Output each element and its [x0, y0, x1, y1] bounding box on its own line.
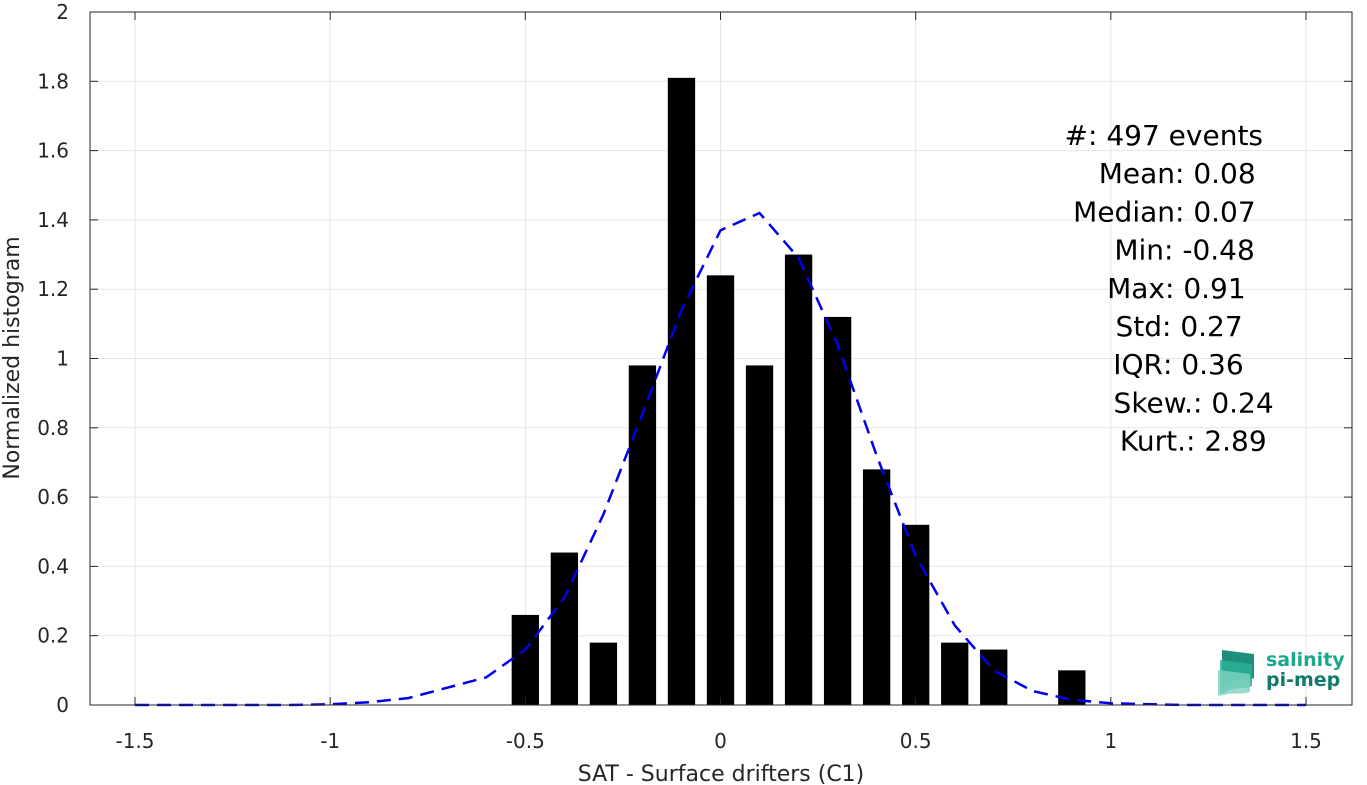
histogram-bar	[902, 524, 930, 705]
stat-label: Kurt.	[1120, 425, 1186, 458]
stat-label: IQR	[1113, 348, 1163, 381]
y-tick-label: 0.6	[37, 485, 69, 509]
salinity-pi-mep-logo: salinity pi-mep	[1218, 649, 1345, 696]
x-tick-label: 1	[1104, 729, 1117, 753]
histogram-bar	[1058, 670, 1086, 705]
stat-value: : 0.08	[1175, 157, 1256, 190]
x-tick-label: 0	[714, 729, 727, 753]
x-axis-title: SAT - Surface drifters (C1)	[578, 762, 865, 785]
histogram-bar	[745, 365, 774, 705]
stat-value: : 0.27	[1162, 310, 1243, 343]
x-tick-label: 1.5	[1290, 729, 1322, 753]
x-axis-ticks: -1.5 -1 -0.5 0 0.5 1 1.5	[115, 12, 1322, 753]
y-tick-label: 1.6	[37, 139, 69, 163]
stat-value: : 0.07	[1175, 195, 1256, 228]
stat-value: : 0.36	[1163, 348, 1244, 381]
y-tick-label: 0.2	[37, 624, 69, 648]
stat-value: : 2.89	[1186, 425, 1267, 458]
stat-label: Mean	[1099, 157, 1175, 190]
histogram-bar	[706, 275, 735, 705]
stat-value: : -0.48	[1164, 234, 1255, 267]
histogram-bar	[941, 642, 969, 705]
x-tick-label: 0.5	[900, 729, 932, 753]
y-axis-ticks: 0 0.2 0.4 0.6 0.8 1 1.2 1.4 1.6 1.8 2	[37, 0, 1352, 717]
y-tick-label: 1.8	[37, 69, 69, 93]
histogram-bar	[628, 365, 657, 705]
y-tick-label: 1	[56, 347, 69, 371]
x-tick-label: -1.5	[115, 729, 154, 753]
y-tick-label: 0	[56, 693, 69, 717]
histogram-bar	[667, 77, 696, 705]
stat-label: Std	[1115, 310, 1162, 343]
y-tick-label: 2	[56, 0, 69, 24]
stat-value: : 0.24	[1193, 386, 1274, 419]
y-tick-label: 1.4	[37, 208, 69, 232]
histogram-bar	[511, 614, 539, 705]
stat-value: : 497 events	[1088, 119, 1263, 152]
stat-label: Skew.	[1114, 386, 1193, 419]
stat-label: #	[1065, 119, 1088, 152]
stat-label: Median	[1073, 195, 1175, 228]
y-tick-label: 0.8	[37, 416, 69, 440]
histogram-bar	[862, 469, 891, 705]
logo-text-salinity: salinity	[1266, 649, 1345, 671]
histogram-bar	[823, 316, 852, 705]
wave-logo-icon	[1218, 650, 1254, 696]
x-tick-label: -0.5	[506, 729, 545, 753]
y-tick-label: 1.2	[37, 277, 69, 301]
stat-label: Max	[1107, 272, 1165, 305]
stat-value: : 0.91	[1165, 272, 1246, 305]
histogram-bar	[784, 254, 813, 706]
logo-text-pi-mep: pi-mep	[1266, 669, 1340, 691]
y-tick-label: 0.4	[37, 554, 69, 578]
histogram-bar	[589, 642, 618, 705]
x-tick-label: -1	[320, 729, 340, 753]
stat-label: Min	[1114, 234, 1164, 267]
y-axis-title: Normalized histogram	[0, 236, 25, 479]
